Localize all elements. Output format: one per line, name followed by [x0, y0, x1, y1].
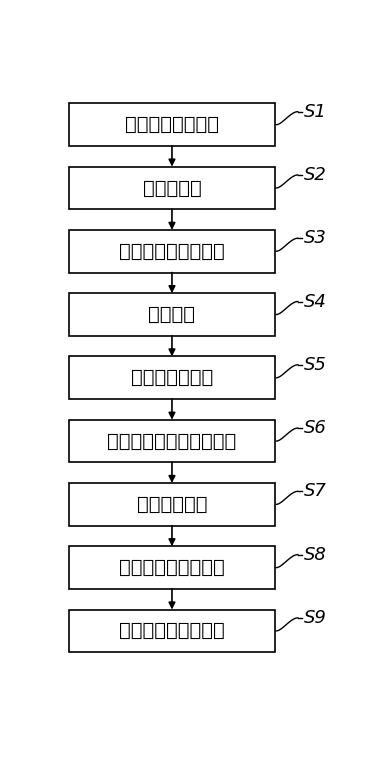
Text: 热强度实验: 热强度实验: [142, 178, 201, 197]
Text: S1: S1: [304, 103, 326, 121]
Text: S6: S6: [304, 419, 326, 437]
FancyBboxPatch shape: [69, 483, 275, 525]
Text: 应变最终加权值计算: 应变最终加权值计算: [119, 558, 225, 577]
FancyBboxPatch shape: [69, 420, 275, 462]
Text: S9: S9: [304, 609, 326, 627]
Text: S3: S3: [304, 229, 326, 247]
Text: 数据对比: 数据对比: [148, 305, 196, 324]
FancyBboxPatch shape: [69, 356, 275, 399]
Text: S2: S2: [304, 166, 326, 184]
FancyBboxPatch shape: [69, 167, 275, 209]
Text: 数据二次对比: 数据二次对比: [137, 495, 207, 514]
Text: 热强度二次实验: 热强度二次实验: [131, 369, 213, 387]
Text: 实际特征数据截取: 实际特征数据截取: [125, 115, 219, 134]
Text: 热强度计算模型二次构建: 热强度计算模型二次构建: [107, 432, 237, 451]
FancyBboxPatch shape: [69, 546, 275, 589]
FancyBboxPatch shape: [69, 293, 275, 336]
FancyBboxPatch shape: [69, 230, 275, 273]
Text: S4: S4: [304, 293, 326, 310]
FancyBboxPatch shape: [69, 104, 275, 146]
Text: S5: S5: [304, 356, 326, 374]
Text: 位移最终加权值计算: 位移最终加权值计算: [119, 621, 225, 641]
Text: S8: S8: [304, 545, 326, 564]
Text: 热强度计算模型构建: 热强度计算模型构建: [119, 242, 225, 260]
Text: S7: S7: [304, 482, 326, 500]
FancyBboxPatch shape: [69, 610, 275, 652]
